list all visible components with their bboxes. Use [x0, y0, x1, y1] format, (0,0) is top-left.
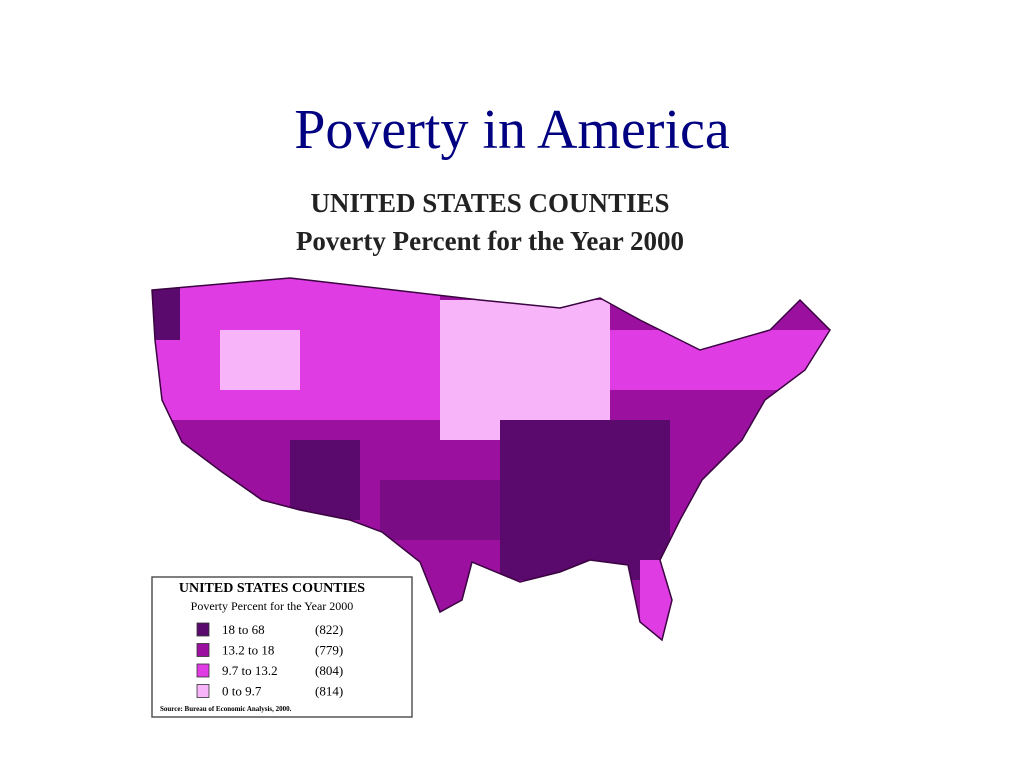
legend-count: (804)	[315, 663, 343, 678]
legend-count: (822)	[315, 622, 343, 637]
map-region	[610, 330, 830, 390]
map-region	[640, 560, 680, 640]
legend-swatch	[196, 643, 210, 657]
map-heading: UNITED STATES COUNTIES	[310, 188, 669, 218]
map-region	[290, 440, 360, 520]
legend-range: 18 to 68	[222, 622, 265, 637]
legend-range: 13.2 to 18	[222, 643, 274, 658]
legend-swatch	[196, 622, 210, 637]
legend-title: UNITED STATES COUNTIES	[179, 581, 365, 596]
map-region	[500, 420, 670, 580]
legend-range: 9.7 to 13.2	[222, 663, 278, 678]
map-region	[220, 330, 300, 390]
legend-items: 18 to 68 (822) 13.2 to 18 (779) 9.7 to 13.2 (…	[196, 622, 343, 699]
legend-subtitle: Poverty Percent for the Year 2000	[191, 599, 354, 613]
legend-box	[151, 576, 413, 718]
legend-range: 0 to 9.7	[222, 684, 262, 699]
map-region	[380, 480, 500, 540]
map-subheading: Poverty Percent for the Year 2000	[296, 226, 684, 256]
legend-swatch	[196, 663, 210, 678]
legend-count: (779)	[315, 643, 343, 658]
legend-count: (814)	[315, 684, 343, 699]
legend-source: Source: Bureau of Economic Analysis, 200…	[160, 705, 292, 713]
map-outline	[151, 277, 831, 642]
legend-swatch	[196, 684, 210, 698]
map-region	[440, 300, 610, 440]
slide-title: Poverty in America	[294, 99, 730, 161]
